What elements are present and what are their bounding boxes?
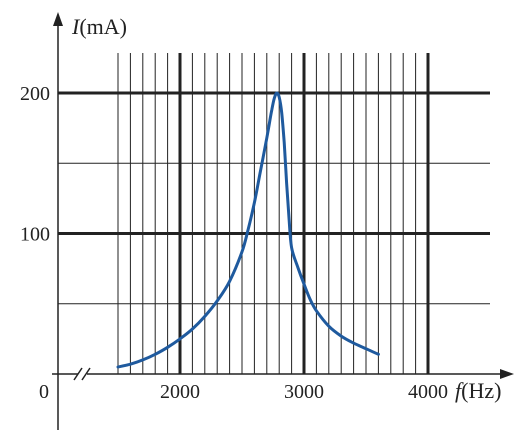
x-axis-break-mark <box>73 367 83 381</box>
x-axis-label: f(Hz) <box>455 378 501 403</box>
x-axis-break-gap <box>78 371 87 377</box>
x-tick-label: 2000 <box>160 381 200 403</box>
x-axis-var: f <box>455 378 464 403</box>
x-tick-label: 3000 <box>284 381 324 403</box>
x-axis-break-mark <box>81 367 91 381</box>
axes <box>52 12 514 430</box>
grid <box>58 53 490 374</box>
x-tick-label: 4000 <box>408 381 448 403</box>
origin-label: 0 <box>39 381 49 403</box>
y-axis-label: I(mA) <box>71 14 127 39</box>
y-tick-label: 200 <box>20 83 50 105</box>
y-axis-unit: (mA) <box>79 14 127 39</box>
series-current-curve <box>116 91 380 369</box>
y-axis-arrow <box>53 12 63 26</box>
y-axis-var: I <box>71 14 81 39</box>
x-axis-unit: (Hz) <box>461 378 501 403</box>
labels: 0 I(mA) f(Hz) 100 200 2000 3000 4000 <box>20 14 501 403</box>
y-tick-label: 100 <box>20 224 50 246</box>
x-axis-arrow <box>500 369 514 379</box>
